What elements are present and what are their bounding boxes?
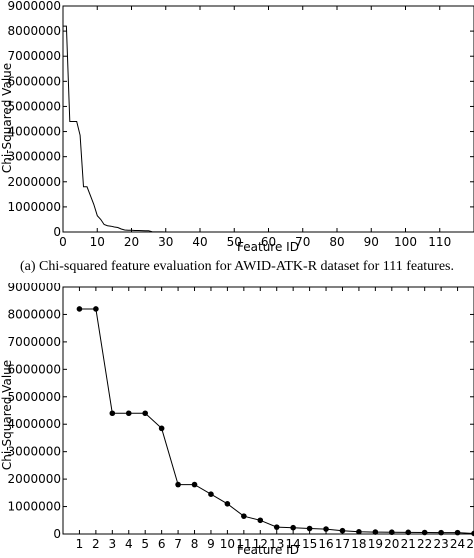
chart-a-x-tick-label: 50	[227, 235, 242, 249]
chart-b-data-point	[109, 410, 116, 417]
chart-a-x-tick-label: 70	[295, 235, 310, 249]
chart-b-x-tick-label: 23	[433, 537, 448, 551]
chart-a-y-tick-label: 6000000	[8, 74, 61, 88]
chart-b-data-point	[273, 524, 280, 530]
chart-b-x-tick-label: 5	[141, 537, 149, 551]
chart-b-y-tick-label: 7000000	[8, 335, 61, 349]
chart-b-data-point	[142, 410, 148, 417]
chart-a-y-tick-label: 8000000	[8, 24, 61, 38]
chart-a-x-tick-label: 90	[364, 235, 379, 249]
chart-a: 0 1000000 2000000 3000000 4000000 5000000 6000…	[0, 0, 474, 254]
chart-a-x-tick-label: 100	[394, 235, 417, 249]
chart-b-y-tick-label: 1000000	[8, 500, 61, 514]
chart-a-x-tick-label: 40	[192, 235, 207, 249]
chart-b-x-tick-label: 18	[351, 537, 366, 551]
chart-b-data-point	[421, 529, 428, 536]
chart-b-data-point	[76, 306, 83, 312]
chart-a-y-tick-label: 5000000	[8, 99, 61, 113]
chart-a-x-tick-label: 10	[90, 235, 105, 249]
chart-a-x-tick-label: 110	[428, 235, 451, 249]
chart-b-x-tick-label: 12	[253, 537, 268, 551]
chart-b-series-line	[79, 308, 474, 534]
chart-b-x-axis-label: Feature ID	[237, 543, 299, 557]
chart-b: 0 1000000 2000000 3000000 4000000 5000000 6000…	[0, 283, 474, 557]
chart-b-x-tick-label: 2	[92, 537, 100, 551]
chart-b-data-point	[389, 529, 395, 536]
chart-b-data-point	[306, 525, 313, 532]
chart-b-x-tick-label: 14	[286, 537, 301, 551]
chart-b-x-tick-label: 10	[220, 537, 235, 551]
chart-b-x-tick-label: 8	[191, 537, 199, 551]
chart-b-y-tick-label: 2000000	[8, 472, 61, 486]
chart-b-data-point	[356, 529, 362, 535]
chart-a-x-axis-label: Feature ID	[237, 240, 299, 254]
chart-b-x-tick-label: 19	[368, 537, 383, 551]
chart-b-data-point	[405, 529, 412, 536]
chart-a-y-tick-label: 9000000	[8, 0, 61, 13]
chart-b-data-point	[125, 410, 132, 417]
chart-b-data-point	[224, 501, 231, 507]
chart-b-data-point	[158, 425, 165, 432]
chart-b-x-tick-label: 4	[125, 537, 133, 551]
chart-b-y-tick-label: 3000000	[8, 445, 61, 459]
chart-b-data-point	[257, 517, 264, 524]
chart-b-data-point	[372, 529, 379, 535]
chart-a-y-tick-label: 1000000	[8, 200, 61, 214]
figure-caption-a: (a) Chi-squared feature evaluation for A…	[20, 259, 454, 274]
chart-b-data-point	[438, 529, 444, 536]
chart-b-x-tick-label: 11	[236, 537, 251, 551]
chart-b-y-tick-label: 8000000	[8, 307, 61, 321]
chart-b-data-point	[175, 481, 181, 488]
chart-b-plot-area: 0 1000000 2000000 3000000 4000000 5000000 6000…	[8, 283, 474, 551]
chart-b-x-tick-label: 24	[450, 537, 465, 551]
chart-a-frame	[62, 5, 474, 233]
chart-b-y-tick-label: 4000000	[8, 417, 61, 431]
chart-b-x-tick-label: 21	[401, 537, 416, 551]
chart-b-data-point	[323, 526, 329, 532]
chart-a-x-tick-label: 20	[124, 235, 139, 249]
chart-a-y-axis-label: Chi-Squared Value	[0, 63, 14, 173]
chart-b-data-point	[339, 527, 346, 534]
chart-a-x-tick-label: 60	[261, 235, 276, 249]
chart-b-data-point	[208, 491, 214, 498]
chart-a-series-line	[63, 25, 444, 233]
chart-b-y-axis-label: Chi-Squared Value	[0, 360, 14, 470]
chart-b-data-point	[241, 513, 247, 519]
chart-b-x-tick-label: 6	[158, 537, 166, 551]
chart-b-y-tick-label: 0	[53, 527, 61, 541]
chart-b-x-tick-label: 25	[466, 537, 474, 551]
chart-a-x-tick-label: 30	[158, 235, 173, 249]
chart-b-data-point	[454, 529, 461, 536]
chart-b-x-tick-label: 20	[384, 537, 399, 551]
chart-b-frame	[62, 286, 474, 535]
chart-b-x-tick-label: 9	[207, 537, 215, 551]
chart-b-y-tick-label: 9000000	[8, 283, 61, 294]
chart-a-y-tick-label: 4000000	[8, 125, 61, 139]
chart-b-x-tick-label: 7	[174, 537, 182, 551]
chart-a-x-tick-label: 0	[59, 235, 67, 249]
chart-b-data-point	[290, 524, 296, 531]
chart-b-x-tick-label: 3	[108, 537, 116, 551]
chart-b-x-tick-label: 13	[269, 537, 284, 551]
chart-b-data-point	[191, 481, 198, 488]
chart-a-y-tick-label: 0	[53, 225, 61, 239]
chart-a-y-tick-label: 2000000	[8, 175, 61, 189]
chart-b-x-tick-label: 17	[335, 537, 350, 551]
chart-b-x-tick-label: 15	[302, 537, 317, 551]
chart-b-data-point	[93, 306, 99, 312]
chart-b-data-point	[471, 530, 474, 537]
chart-a-y-tick-label: 3000000	[8, 150, 61, 164]
chart-b-x-tick-label: 22	[417, 537, 432, 551]
chart-a-x-tick-label: 80	[329, 235, 344, 249]
chart-b-x-tick-label: 1	[76, 537, 84, 551]
chart-b-y-tick-label: 6000000	[8, 362, 61, 376]
chart-b-y-tick-label: 5000000	[8, 390, 61, 404]
chart-a-y-tick-label: 7000000	[8, 49, 61, 63]
chart-b-x-tick-label: 16	[318, 537, 333, 551]
chart-a-plot-area: 0 1000000 2000000 3000000 4000000 5000000 6000…	[8, 0, 474, 249]
